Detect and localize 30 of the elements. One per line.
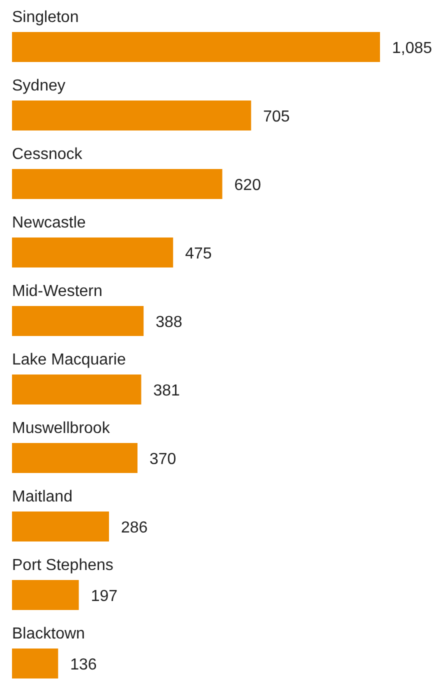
data-label: 475 <box>185 246 212 262</box>
data-label: 620 <box>234 177 262 194</box>
data-label: 1,085 <box>392 40 432 57</box>
bar <box>12 443 138 473</box>
data-label: 370 <box>149 451 176 468</box>
y-tick-label: Sydney <box>12 78 66 94</box>
y-tick-label: Singleton <box>12 9 79 26</box>
y-tick-label: Mid-Western <box>12 283 102 300</box>
bar <box>12 100 252 130</box>
data-label: 381 <box>153 382 180 400</box>
bar <box>12 580 79 610</box>
bar <box>12 648 58 678</box>
y-tick-label: Muswellbrook <box>12 420 111 437</box>
bar <box>12 169 222 199</box>
data-label: 136 <box>70 656 97 674</box>
y-tick-label: Cessnock <box>12 146 84 163</box>
bar <box>12 374 142 404</box>
y-tick-label: Newcastle <box>12 214 86 232</box>
bar <box>12 306 144 336</box>
bar <box>12 512 110 542</box>
data-label: 197 <box>90 588 118 605</box>
data-label: 705 <box>263 108 290 126</box>
y-tick-label: Port Stephens <box>12 557 114 574</box>
y-tick-label: Lake Macquarie <box>12 352 126 368</box>
data-label: 286 <box>121 520 148 536</box>
bar <box>12 238 174 268</box>
y-tick-label: Maitland <box>12 488 72 506</box>
y-tick-label: Blacktown <box>12 626 85 642</box>
bar <box>12 32 380 62</box>
data-label: 388 <box>156 314 182 331</box>
